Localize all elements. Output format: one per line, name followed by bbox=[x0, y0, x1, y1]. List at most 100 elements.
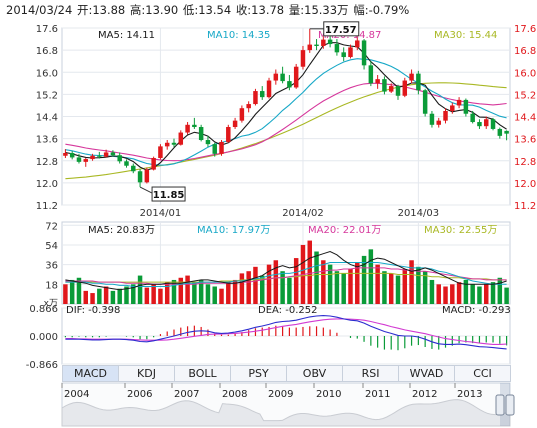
price-axis-label-left: 12.8 bbox=[36, 157, 58, 168]
candle-body bbox=[416, 73, 421, 91]
indicator-tab-bar: MACD KDJ BOLL PSY OBV RSI WVAD CCI bbox=[62, 365, 511, 382]
volume-bar bbox=[205, 284, 211, 304]
volume-bar bbox=[490, 282, 496, 304]
price-axis-label-left: 17.6 bbox=[36, 24, 58, 35]
candle-body bbox=[226, 127, 231, 142]
volume-bar bbox=[321, 260, 326, 304]
price-ma30-line bbox=[65, 82, 507, 180]
macd-legend-dif: DIF: -0.398 bbox=[66, 305, 120, 316]
macd-legend-dea: DEA: -0.252 bbox=[258, 305, 317, 316]
candle-body bbox=[131, 165, 136, 172]
price-axis-label-right: 12.0 bbox=[514, 179, 536, 190]
candle-body bbox=[443, 110, 448, 121]
volume-bar bbox=[103, 286, 109, 304]
volume-bar bbox=[429, 279, 435, 304]
volume-bar bbox=[341, 273, 346, 304]
volume-bar bbox=[212, 286, 217, 304]
overview-year-label: 2009 bbox=[268, 389, 293, 400]
candle-body bbox=[137, 171, 143, 183]
overview-year-label: 2007 bbox=[174, 389, 199, 400]
volume-bar bbox=[307, 240, 312, 304]
candle-body bbox=[212, 144, 217, 154]
price-ma10-line bbox=[65, 58, 507, 166]
overview-year-label: 2013 bbox=[457, 389, 482, 400]
price-legend-ma30: MA30: 15.44 bbox=[434, 30, 497, 41]
price-axis-label-left: 12.0 bbox=[36, 179, 58, 190]
low-marker-line bbox=[139, 186, 153, 194]
date-axis-label: 2014/01 bbox=[140, 208, 182, 219]
candle-body bbox=[484, 119, 489, 127]
quote-high: 高:13.90 bbox=[129, 3, 179, 17]
candle-body bbox=[266, 80, 272, 98]
price-legend-ma10: MA10: 14.35 bbox=[207, 30, 270, 41]
tab-kdj[interactable]: KDJ bbox=[119, 366, 175, 381]
volume-panel-frame bbox=[61, 221, 511, 305]
volume-bar bbox=[266, 264, 272, 304]
volume-bar bbox=[504, 287, 509, 304]
volume-bar bbox=[436, 284, 441, 304]
candle-body bbox=[300, 50, 306, 67]
candle-body bbox=[287, 81, 292, 88]
candle-body bbox=[239, 108, 245, 121]
volume-bar bbox=[151, 284, 156, 304]
candle-body bbox=[144, 169, 150, 183]
overview-right-handle[interactable] bbox=[505, 394, 515, 416]
price-axis-label-right: 11.2 bbox=[514, 201, 536, 212]
volume-bar bbox=[131, 284, 136, 304]
candle-body bbox=[69, 153, 75, 158]
volume-bar bbox=[355, 262, 360, 304]
tab-boll[interactable]: BOLL bbox=[175, 366, 231, 381]
tab-obv[interactable]: OBV bbox=[287, 366, 343, 381]
volume-bar bbox=[178, 277, 184, 304]
volume-bar bbox=[375, 264, 380, 304]
overview-selection-window bbox=[500, 383, 510, 426]
volume-bar bbox=[69, 279, 75, 304]
price-axis-label-right: 14.4 bbox=[514, 113, 536, 124]
candle-body bbox=[103, 152, 109, 157]
volume-bar bbox=[463, 279, 469, 304]
volume-bar bbox=[477, 286, 482, 304]
candle-body bbox=[456, 99, 462, 106]
price-axis-label-right: 15.2 bbox=[514, 90, 536, 101]
candle-body bbox=[307, 44, 312, 51]
price-axis-label-right: 12.8 bbox=[514, 157, 536, 168]
candle-body bbox=[341, 52, 346, 58]
volume-bar bbox=[76, 277, 82, 304]
volume-bar bbox=[395, 275, 401, 304]
volume-bar bbox=[484, 284, 489, 304]
macd-dea-line bbox=[65, 318, 507, 345]
overview-year-label: 2011 bbox=[365, 389, 390, 400]
candle-body bbox=[388, 86, 394, 92]
volume-bar bbox=[137, 275, 143, 304]
volume-bar bbox=[314, 251, 319, 304]
candle-body bbox=[463, 99, 469, 114]
candle-body bbox=[293, 66, 299, 88]
tab-psy[interactable]: PSY bbox=[231, 366, 287, 381]
candle-body bbox=[63, 153, 68, 156]
volume-bar bbox=[382, 271, 387, 304]
volume-bar bbox=[287, 277, 292, 304]
macd-axis-label: 0.866 bbox=[29, 304, 58, 315]
volume-bar bbox=[63, 284, 68, 304]
volume-bar bbox=[253, 266, 258, 304]
overview-year-label: 2012 bbox=[412, 389, 437, 400]
volume-bar bbox=[416, 266, 421, 304]
volume-bar bbox=[232, 279, 238, 304]
quote-info-bar: 2014/03/24 开:13.88 高:13.90 低:13.54 收:13.… bbox=[6, 2, 410, 18]
volume-bar bbox=[124, 286, 129, 304]
volume-bar bbox=[171, 279, 177, 304]
volume-bar bbox=[368, 249, 374, 304]
tab-macd[interactable]: MACD bbox=[63, 366, 119, 381]
date-axis-label: 2014/02 bbox=[282, 208, 324, 219]
candle-body bbox=[164, 142, 170, 147]
tab-wvad[interactable]: WVAD bbox=[399, 366, 455, 381]
candle-body bbox=[375, 79, 380, 84]
overview-left-handle[interactable] bbox=[495, 394, 505, 416]
macd-axis-label: -0.866 bbox=[26, 360, 58, 371]
tab-cci[interactable]: CCI bbox=[473, 367, 492, 380]
tab-rsi[interactable]: RSI bbox=[343, 366, 399, 381]
overview-year-label: 2010 bbox=[316, 389, 341, 400]
low-marker-label: 11.85 bbox=[153, 190, 185, 201]
candle-body bbox=[192, 124, 197, 128]
